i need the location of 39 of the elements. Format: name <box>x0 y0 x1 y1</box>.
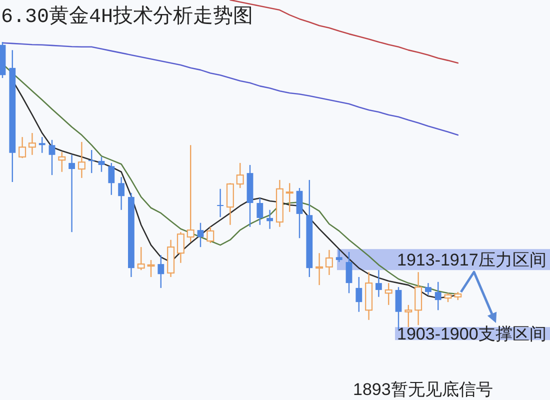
candlestick <box>266 209 273 230</box>
candlestick <box>226 182 234 226</box>
text: 1893暂无见底信号 <box>353 380 493 399</box>
candlestick <box>376 269 382 298</box>
candlestick <box>176 231 184 264</box>
candlestick <box>98 156 105 172</box>
chart-title: 6.30黄金4H技术分析走势图 <box>1 5 254 29</box>
candlestick <box>236 162 244 189</box>
candlestick <box>38 136 46 154</box>
candlestick <box>108 162 115 196</box>
candlestick <box>58 151 66 172</box>
candlestick <box>346 251 352 294</box>
band-label: 1913-1917压力区间 <box>397 250 546 270</box>
candlestick <box>425 282 432 296</box>
candlestick <box>256 197 264 226</box>
candlestick <box>68 154 75 233</box>
candlestick <box>316 252 324 286</box>
candlestick <box>118 176 124 211</box>
candlestick <box>336 249 342 263</box>
candlestick <box>434 281 442 311</box>
candlestick <box>296 187 303 239</box>
candlestick <box>325 249 333 276</box>
candlestick <box>384 282 392 306</box>
candlestick <box>197 222 204 248</box>
candlestick <box>137 246 145 271</box>
candlestick <box>78 141 86 179</box>
candlestick <box>356 276 362 312</box>
candlestick <box>158 254 164 289</box>
candlestick <box>414 272 422 326</box>
candlestick <box>28 132 36 156</box>
candlestick <box>18 136 26 159</box>
candlestick <box>404 304 412 328</box>
candlestick <box>88 149 95 174</box>
band-label: 1903-1900支撑区间 <box>397 324 546 344</box>
candlestick <box>48 139 56 176</box>
candlestick <box>206 226 214 244</box>
candlestick <box>186 144 194 242</box>
candlestick <box>217 188 224 218</box>
candlestick <box>286 182 294 213</box>
